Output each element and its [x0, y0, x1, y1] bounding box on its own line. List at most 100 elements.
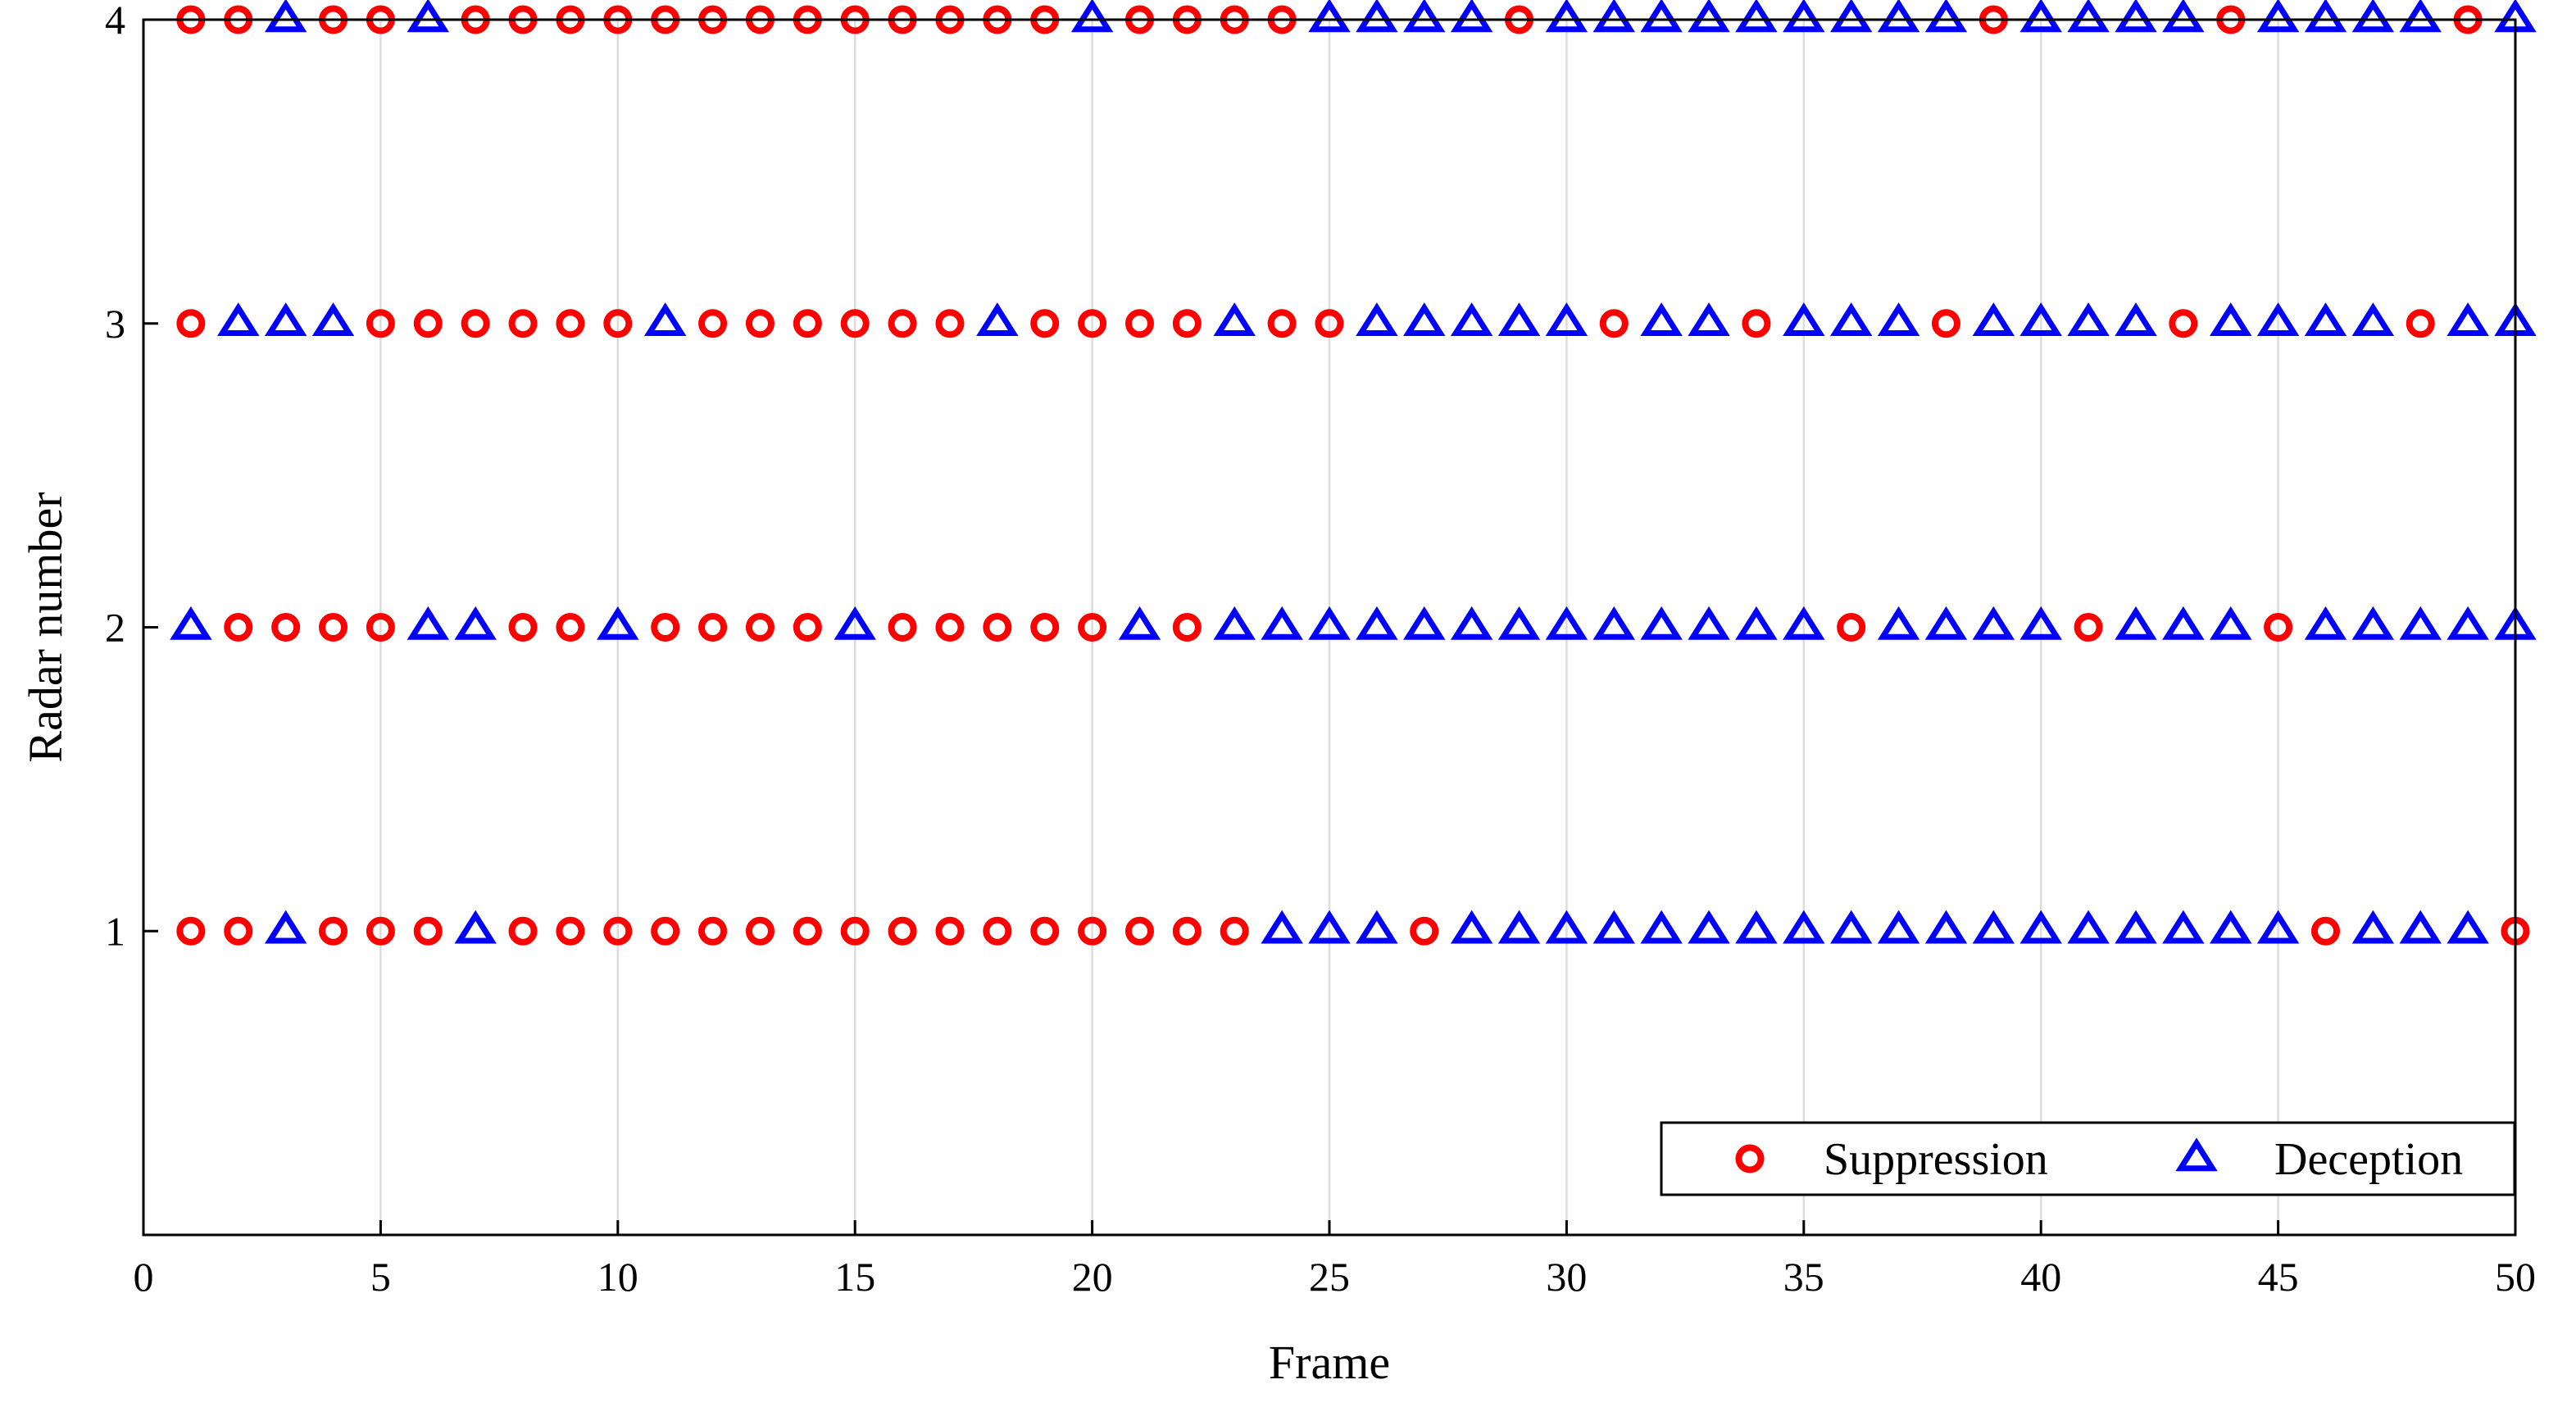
deception-point: [1497, 910, 1541, 944]
series-deception: [170, 0, 2537, 944]
suppression-point: [461, 309, 490, 338]
x-tick-label: 45: [2258, 1254, 2299, 1300]
x-tick-label: 25: [1309, 1254, 1350, 1300]
deception-point: [1450, 0, 1493, 33]
deception-point: [1497, 606, 1541, 640]
deception-point: [2115, 606, 2157, 640]
x-tick-label: 30: [1546, 1254, 1587, 1300]
suppression-point: [793, 613, 822, 642]
deception-point: [2067, 302, 2110, 337]
deception-point: [264, 302, 307, 337]
deception-point: [1356, 910, 1398, 944]
suppression-point: [556, 309, 585, 338]
suppression-point: [651, 613, 680, 642]
legend-box: [1660, 1121, 2516, 1196]
suppression-point: [840, 309, 870, 338]
suppression-point: [1599, 309, 1629, 338]
deception-point: [597, 606, 639, 640]
suppression-point: [176, 916, 206, 946]
series-suppression: [176, 5, 2530, 946]
deception-point: [2067, 910, 2110, 944]
deception-point: [1592, 606, 1635, 640]
suppression-point: [793, 916, 822, 946]
suppression-point: [698, 613, 728, 642]
deception-point: [1356, 606, 1398, 640]
deception-point: [1592, 0, 1635, 33]
deception-point: [2210, 910, 2252, 944]
deception-point: [2447, 302, 2489, 337]
deception-point: [643, 302, 687, 337]
deception-point: [2351, 606, 2395, 640]
deception-point: [1688, 302, 1730, 337]
suppression-point: [2264, 613, 2293, 642]
x-tick-label: 10: [597, 1254, 638, 1300]
suppression-point: [1030, 916, 1060, 946]
legend-item-suppression: Suppression: [1735, 1134, 2048, 1185]
suppression-point: [1267, 309, 1297, 338]
deception-point: [1783, 606, 1825, 640]
deception-point: [1972, 302, 2015, 337]
suppression-point: [366, 309, 395, 338]
suppression-point: [366, 613, 395, 642]
deception-point: [1545, 0, 1588, 33]
deception-point: [1356, 0, 1398, 33]
suppression-point: [651, 916, 680, 946]
series-layer: [170, 0, 2537, 946]
deception-point: [2351, 302, 2395, 337]
suppression-point: [224, 613, 253, 642]
suppression-point: [888, 613, 917, 642]
deception-point: [1403, 302, 1446, 337]
deception-point: [2256, 302, 2300, 337]
suppression-point: [935, 613, 965, 642]
deception-point: [2162, 606, 2205, 640]
suppression-point: [1124, 309, 1154, 338]
suppression-point: [1078, 309, 1107, 338]
suppression-point: [1172, 613, 1202, 642]
suppression-point: [556, 916, 585, 946]
suppression-point: [1410, 916, 1439, 946]
suppression-point: [271, 613, 301, 642]
deception-point: [2162, 0, 2205, 33]
deception-point: [1783, 302, 1825, 337]
deception-point: [2351, 0, 2395, 33]
suppression-point: [2310, 916, 2340, 946]
deception-point: [1545, 910, 1588, 944]
deception-point: [1640, 302, 1683, 337]
deception-point: [1308, 0, 1351, 33]
deception-point: [454, 910, 497, 944]
deception-point: [2019, 302, 2062, 337]
deception-point: [1783, 0, 1825, 33]
deception-point: [1877, 606, 1920, 640]
suppression-point: [319, 916, 348, 946]
y-axis-label: Radar number: [19, 492, 72, 762]
deception-point: [1403, 606, 1446, 640]
legend-label: Deception: [2274, 1134, 2463, 1185]
y-tick-label: 4: [105, 0, 125, 43]
suppression-point: [1837, 613, 1866, 642]
deception-point: [2210, 606, 2252, 640]
deception-point: [2019, 0, 2062, 33]
suppression-point: [319, 613, 348, 642]
deception-point: [2304, 606, 2347, 640]
y-tick-label: 1: [105, 908, 125, 954]
deception-point: [1783, 910, 1825, 944]
suppression-point: [508, 916, 538, 946]
suppression-point: [2074, 613, 2103, 642]
deception-point: [2256, 0, 2300, 33]
suppression-point: [1124, 916, 1154, 946]
deception-point: [1592, 910, 1635, 944]
deception-point: [1829, 302, 1873, 337]
deception-point: [1829, 910, 1873, 944]
suppression-point: [508, 613, 538, 642]
deception-point: [2399, 910, 2442, 944]
suppression-point: [224, 916, 253, 946]
deception-point: [2447, 910, 2489, 944]
deception-point: [1213, 302, 1256, 337]
deception-point: [1545, 606, 1588, 640]
deception-point: [454, 606, 497, 640]
deception-point: [1972, 606, 2015, 640]
suppression-point: [1315, 309, 1344, 338]
deception-point: [2256, 910, 2300, 944]
suppression-point: [1078, 613, 1107, 642]
